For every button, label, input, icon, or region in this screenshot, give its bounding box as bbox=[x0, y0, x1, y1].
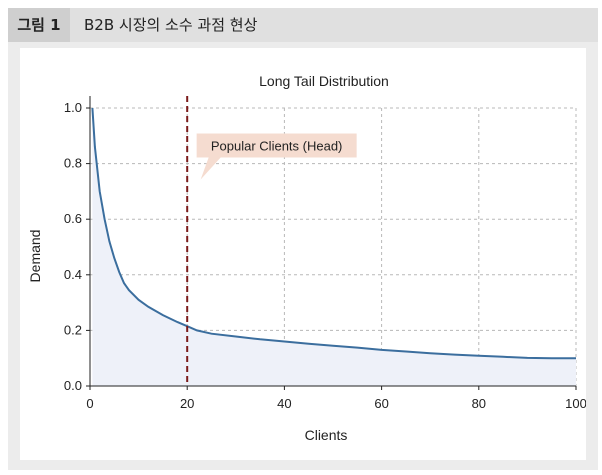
x-tick-label: 80 bbox=[472, 396, 486, 411]
axes bbox=[89, 96, 576, 387]
chart-panel: Long Tail Distribution 0 20 40 60 80 100 0.0 0… bbox=[20, 48, 586, 460]
y-tick-label: 0.0 bbox=[64, 378, 82, 393]
y-tick-label: 0.8 bbox=[64, 156, 82, 171]
y-tick-label: 0.6 bbox=[64, 211, 82, 226]
x-tick-label: 60 bbox=[374, 396, 388, 411]
x-tick-label: 0 bbox=[86, 396, 93, 411]
y-ticks: 0.0 0.2 0.4 0.6 0.8 1.0 bbox=[64, 100, 90, 393]
y-tick-label: 0.4 bbox=[64, 267, 82, 282]
chart-title: Long Tail Distribution bbox=[259, 73, 389, 89]
grid bbox=[90, 107, 577, 386]
figure: 그림 1 B2B 시장의 소수 과점 현상 Long Tail Distribu… bbox=[8, 8, 598, 470]
head-annotation: Popular Clients (Head) bbox=[196, 133, 357, 180]
figure-label: 그림 1 bbox=[8, 8, 70, 42]
long-tail-chart: Long Tail Distribution 0 20 40 60 80 100 0.00… bbox=[27, 73, 586, 443]
x-tick-label: 40 bbox=[277, 396, 291, 411]
x-tick-label: 20 bbox=[180, 396, 194, 411]
demand-line bbox=[91, 107, 576, 360]
x-axis-label: Clients bbox=[305, 427, 348, 443]
figure-title: B2B 시장의 소수 과점 현상 bbox=[84, 16, 258, 34]
head-annotation-box bbox=[196, 133, 357, 180]
y-axis-label: Demand bbox=[27, 230, 43, 283]
figure-header: 그림 1 B2B 시장의 소수 과점 현상 bbox=[8, 8, 598, 42]
y-tick-label: 1.0 bbox=[64, 100, 82, 115]
y-tick-label: 0.2 bbox=[64, 322, 82, 337]
x-ticks: 0 20 40 60 80 100 bbox=[86, 386, 586, 411]
x-tick-label: 100 bbox=[565, 396, 586, 411]
head-annotation-label: Popular Clients (Head) bbox=[211, 139, 343, 154]
